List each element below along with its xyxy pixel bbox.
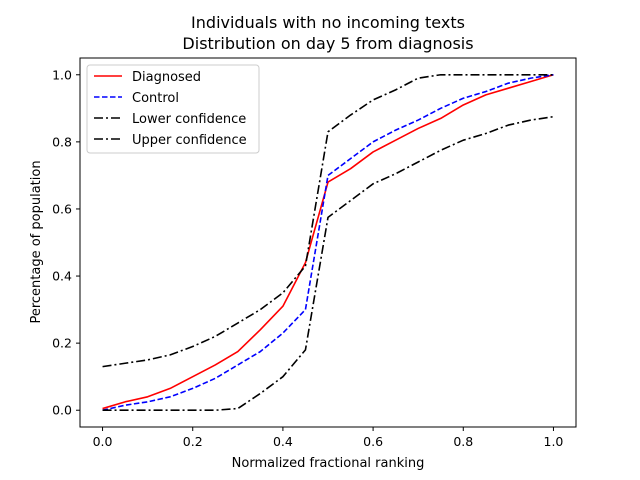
chart-title-line-1: Individuals with no incoming texts: [191, 13, 465, 32]
x-axis-label: Normalized fractional ranking: [232, 456, 425, 471]
x-tick-label: 0.2: [183, 434, 203, 449]
x-axis-ticks: 0.0 0.2 0.4 0.6 0.8 1.0: [93, 427, 564, 449]
x-tick-label: 0.8: [453, 434, 473, 449]
y-tick-label: 0.4: [52, 269, 72, 284]
y-tick-label: 1.0: [52, 67, 72, 82]
y-axis-label: Percentage of population: [29, 160, 44, 323]
series-line-control: [102, 73, 554, 412]
y-axis-ticks: 0.0 0.2 0.4 0.6 0.8 1.0: [52, 67, 80, 418]
x-tick-label: 0.4: [273, 434, 293, 449]
chart-title-line-2: Distribution on day 5 from diagnosis: [182, 34, 473, 53]
plot-frame: [79, 57, 577, 428]
legend-label-upper-confidence: Upper confidence: [132, 133, 247, 148]
x-tick-label: 0.0: [93, 434, 113, 449]
y-tick-label: 0.6: [52, 201, 72, 216]
x-tick-label: 1.0: [544, 434, 564, 449]
legend-label-lower-confidence: Lower confidence: [132, 112, 246, 127]
y-tick-label: 0.0: [52, 403, 72, 418]
plot-lines: [102, 73, 554, 412]
x-tick-label: 0.6: [363, 434, 383, 449]
y-tick-label: 0.2: [52, 336, 72, 351]
legend: Diagnosed Control Lower confidence Upper…: [86, 64, 260, 154]
legend-label-control: Control: [132, 91, 179, 106]
series-line-lower-confidence: [102, 115, 554, 412]
legend-box: [86, 64, 260, 154]
y-tick-label: 0.8: [52, 134, 72, 149]
legend-label-diagnosed: Diagnosed: [132, 70, 201, 85]
series-line-upper-confidence: [102, 73, 554, 368]
series-line-diagnosed: [102, 74, 554, 410]
